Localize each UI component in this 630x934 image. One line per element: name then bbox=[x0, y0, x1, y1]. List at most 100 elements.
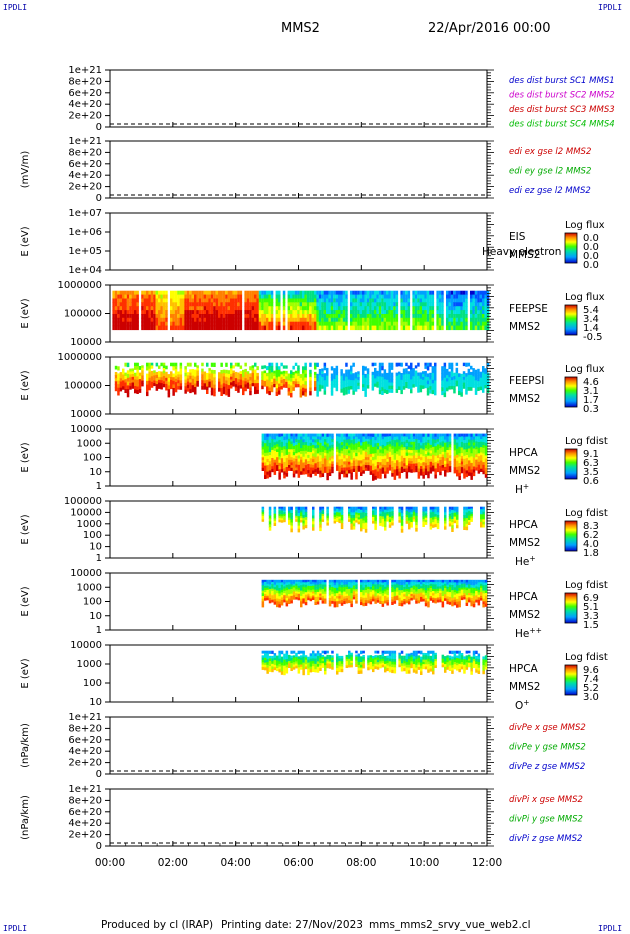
ylabel-divpe: (nPa/km) bbox=[20, 723, 31, 768]
colorbar-title-hpca-he: Log fdist bbox=[565, 508, 608, 519]
ytick-label-feeps-e: 1000000 bbox=[57, 280, 102, 291]
heatmap-feeps-i bbox=[114, 362, 490, 398]
ytick-label-hpca-he: 10 bbox=[89, 542, 102, 553]
ytick-label-divpi: 6e+20 bbox=[68, 807, 102, 818]
xtick-label: 00:00 bbox=[95, 857, 125, 869]
colorbar-title-hpca-he2: Log fdist bbox=[565, 580, 608, 591]
ytick-label-hpca-h: 10000 bbox=[70, 424, 102, 435]
ytick-label-hpca-h: 100 bbox=[83, 453, 102, 464]
legend-entry-divpe: divPe x gse MMS2 bbox=[509, 723, 586, 733]
ytick-label-edi-e: 2e+20 bbox=[68, 182, 102, 193]
footer-printing-date: Printing date: 27/Nov/2023 bbox=[221, 919, 363, 931]
ytick-label-hpca-o: 10 bbox=[89, 697, 102, 708]
xtick-label: 06:00 bbox=[283, 857, 313, 869]
ytick-label-hpca-o: 1000 bbox=[77, 659, 102, 670]
legend-entry-des-dist: des dist burst SC2 MMS2 bbox=[509, 91, 615, 101]
ytick-label-eis: 1e+04 bbox=[68, 265, 102, 276]
colorbar-tick-feeps-i: 1.7 bbox=[583, 395, 599, 406]
spacecraft-label-feeps-i: MMS2 bbox=[509, 393, 540, 405]
xtick-label: 10:00 bbox=[409, 857, 439, 869]
ytick-label-edi-e: 0 bbox=[96, 193, 102, 204]
species-label-hpca-he: He+ bbox=[515, 554, 536, 568]
colorbar-title-feeps-e: Log flux bbox=[565, 292, 605, 303]
legend-entry-divpi: divPi y gse MMS2 bbox=[509, 815, 583, 825]
footer-produced-by: Produced by cl (IRAP) bbox=[101, 919, 214, 931]
ytick-label-edi-e: 4e+20 bbox=[68, 170, 102, 181]
xtick-label: 08:00 bbox=[346, 857, 376, 869]
xtick-label: 02:00 bbox=[158, 857, 188, 869]
mission-title: MMS2 bbox=[281, 21, 320, 36]
legend-entry-des-dist: des dist burst SC4 MMS4 bbox=[509, 120, 615, 130]
ylabel-feeps-e: E (eV) bbox=[20, 298, 31, 328]
colorbar-tick-feeps-e: -0.5 bbox=[583, 332, 603, 343]
colorbar-hpca-o bbox=[564, 664, 578, 696]
spacecraft-label-feeps-e: MMS2 bbox=[509, 321, 540, 333]
colorbar-tick-hpca-he2: 6.9 bbox=[583, 593, 599, 604]
colorbar-title-feeps-i: Log flux bbox=[565, 364, 605, 375]
panel-frame-eis bbox=[109, 212, 488, 271]
colorbar-tick-feeps-e: 3.4 bbox=[583, 314, 599, 325]
ytick-label-des-dist: 6e+20 bbox=[68, 88, 102, 99]
ytick-label-divpe: 1e+21 bbox=[68, 712, 102, 723]
ytick-label-des-dist: 0 bbox=[96, 122, 102, 133]
ylabel-eis: E (eV) bbox=[20, 226, 31, 256]
spacecraft-label-eis: MMS2 bbox=[509, 249, 540, 261]
ytick-label-hpca-he: 1 bbox=[96, 553, 102, 564]
ytick-label-hpca-o: 10000 bbox=[70, 640, 102, 651]
colorbar-feeps-i bbox=[564, 376, 578, 408]
legend-entry-des-dist: des dist burst SC3 MMS3 bbox=[509, 105, 615, 115]
corner-label-bottom-left: IPDLI bbox=[3, 924, 28, 933]
colorbar-tick-feeps-i: 3.1 bbox=[583, 386, 599, 397]
ytick-label-divpi: 8e+20 bbox=[68, 795, 102, 806]
ytick-label-hpca-he: 10000 bbox=[70, 507, 102, 518]
ytick-label-hpca-he2: 100 bbox=[83, 597, 102, 608]
ylabel-edi-e: (mV/m) bbox=[20, 151, 31, 189]
colorbar-tick-feeps-i: 4.6 bbox=[583, 377, 599, 388]
footer-file-name: mms_mms2_srvy_vue_web2.cl bbox=[369, 919, 531, 931]
colorbar-tick-eis: 0.0 bbox=[583, 260, 599, 271]
heatmap-hpca-h bbox=[261, 433, 488, 481]
instrument-label-hpca-o: HPCA bbox=[509, 663, 539, 675]
colorbar-eis bbox=[564, 232, 578, 264]
instrument-label-feeps-e: FEEPSE bbox=[509, 303, 548, 315]
colorbar-tick-hpca-h: 0.6 bbox=[583, 476, 599, 487]
ytick-label-eis: 1e+06 bbox=[68, 227, 102, 238]
colorbar-hpca-he bbox=[564, 520, 578, 552]
ylabel-hpca-h: E (eV) bbox=[20, 442, 31, 472]
ytick-label-des-dist: 4e+20 bbox=[68, 99, 102, 110]
ytick-label-des-dist: 2e+20 bbox=[68, 111, 102, 122]
ytick-label-divpi: 2e+20 bbox=[68, 830, 102, 841]
xtick-label: 04:00 bbox=[221, 857, 251, 869]
ytick-label-feeps-e: 100000 bbox=[64, 309, 102, 320]
colorbar-tick-hpca-he: 1.8 bbox=[583, 548, 599, 559]
ytick-label-divpe: 8e+20 bbox=[68, 723, 102, 734]
spacecraft-label-hpca-he: MMS2 bbox=[509, 537, 540, 549]
corner-label-top-right: IPDLI bbox=[598, 3, 623, 12]
ytick-label-divpe: 6e+20 bbox=[68, 735, 102, 746]
panel-frame-edi-e bbox=[109, 140, 488, 199]
colorbar-hpca-h bbox=[564, 448, 578, 480]
colorbar-tick-hpca-o: 9.6 bbox=[583, 665, 599, 676]
ytick-label-divpi: 1e+21 bbox=[68, 784, 102, 795]
legend-entry-divpi: divPi z gse MMS2 bbox=[509, 834, 582, 844]
ylabel-divpi: (nPa/km) bbox=[20, 795, 31, 840]
colorbar-title-eis: Log flux bbox=[565, 220, 605, 231]
colorbar-tick-feeps-i: 0.3 bbox=[583, 404, 599, 415]
ytick-label-hpca-he: 1000 bbox=[77, 519, 102, 530]
colorbar-tick-hpca-h: 6.3 bbox=[583, 458, 599, 469]
ytick-label-hpca-he: 100 bbox=[83, 530, 102, 541]
xtick-label: 12:00 bbox=[472, 857, 502, 869]
ytick-label-divpi: 4e+20 bbox=[68, 818, 102, 829]
colorbar-feeps-e bbox=[564, 304, 578, 336]
spacecraft-label-hpca-o: MMS2 bbox=[509, 681, 540, 693]
colorbar-tick-hpca-he: 6.2 bbox=[583, 530, 599, 541]
ytick-label-divpe: 4e+20 bbox=[68, 746, 102, 757]
legend-entry-edi-e: edi ez gse l2 MMS2 bbox=[509, 186, 591, 196]
ytick-label-feeps-i: 100000 bbox=[64, 381, 102, 392]
colorbar-hpca-he2 bbox=[564, 592, 578, 624]
legend-entry-divpe: divPe z gse MMS2 bbox=[509, 762, 585, 772]
ytick-label-hpca-he2: 10000 bbox=[70, 568, 102, 579]
colorbar-tick-eis: 0.0 bbox=[583, 242, 599, 253]
plot-date: 22/Apr/2016 00:00 bbox=[428, 21, 551, 36]
